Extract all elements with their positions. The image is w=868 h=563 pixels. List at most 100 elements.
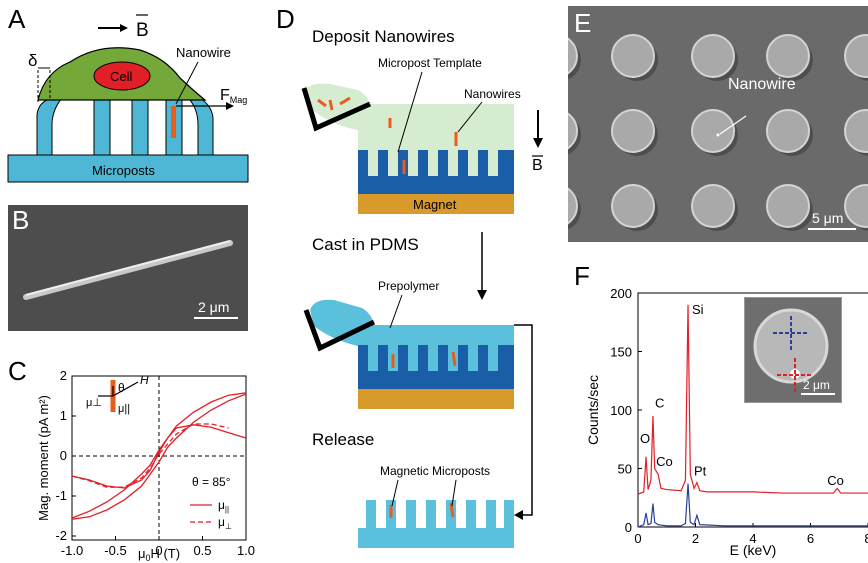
inset-field-arrow <box>112 381 139 397</box>
field-arrowhead <box>120 24 128 32</box>
x-tick-label-f: 8 <box>864 531 868 546</box>
prepolymer-layer <box>358 325 514 345</box>
nanowire-label: Nanowire <box>176 45 231 60</box>
pipette-tip <box>301 87 372 132</box>
prepolymer-label: Prepolymer <box>378 279 439 293</box>
panel-f: F 0 2 4 6 8 0 50 100 150 200 Counts/sec E (keV) Si C O… <box>568 255 868 563</box>
scalebar-b <box>194 317 238 319</box>
cell-nucleus <box>93 61 151 91</box>
inset-scalebar-label: 2 μm <box>803 378 830 392</box>
sem-micropost <box>844 34 868 78</box>
x-tick-label-c: 0 <box>155 543 162 558</box>
spectrum-red <box>637 304 868 495</box>
inset-theta-label: θ <box>118 381 125 395</box>
sem-micropost <box>766 184 810 228</box>
nanowire-suspension <box>358 104 514 150</box>
y-tick-label-f: 100 <box>610 403 632 418</box>
inset-perp-label: μ⊥ <box>86 397 102 409</box>
panel-label-a: A <box>8 4 26 34</box>
nanowire-sem-highlight <box>25 240 231 296</box>
nanowire-sem <box>23 240 233 300</box>
sem-micropost <box>766 109 810 153</box>
sem-micropost <box>691 34 735 78</box>
y-tick-label-f: 50 <box>618 462 632 477</box>
posts-pointer-2 <box>451 479 457 507</box>
peak-label-co1: Co <box>656 454 673 469</box>
peak-label-o: O <box>640 431 650 446</box>
panel-e: E Nanowire 5 μm <box>568 6 868 242</box>
y-tick-label-c: 1 <box>60 408 67 423</box>
magnetization-chart: -1.0 -0.5 0 0.5 1.0 -2 -1 0 1 2 Mag. moment (pA m²… <box>36 368 255 563</box>
y-tick-label-f: 0 <box>625 520 632 535</box>
sem-micropost <box>568 187 578 225</box>
field-symbol: B <box>136 20 149 41</box>
force-label: FMag <box>220 87 247 105</box>
magnetic-posts-label: Magnetic Microposts <box>380 464 490 478</box>
step2-title: Cast in PDMS <box>312 235 419 254</box>
release-arrowhead <box>514 510 523 520</box>
micropost-3 <box>131 97 149 156</box>
force-arrowhead <box>226 102 234 110</box>
panel-label-e: E <box>574 8 592 38</box>
panel-label-d: D <box>276 4 295 34</box>
red-crosshair <box>777 358 813 392</box>
microposts-label: Microposts <box>92 163 155 178</box>
series-line-3 <box>71 424 247 489</box>
inset-para-label: μ|| <box>118 403 130 415</box>
step-arrowhead <box>477 290 487 300</box>
x-axis-label-c: μ0H (T) <box>138 546 180 563</box>
nanowire-in-post <box>171 106 176 138</box>
panel-d: D Deposit Nanowires Magnet Micropost Tem… <box>270 0 560 563</box>
peak-label-c: C <box>655 396 664 411</box>
micropost-left <box>36 97 64 156</box>
y-axis-label-f: Counts/sec <box>585 375 601 445</box>
nanowire-sem-image: B 2 μm <box>8 205 248 331</box>
x-tick-label-f: 0 <box>634 531 641 546</box>
blue-crosshair <box>773 316 809 350</box>
x-tick-label-f: 2 <box>692 531 699 546</box>
sem-micropost <box>611 184 655 228</box>
nanowires-label: Nanowires <box>464 87 521 101</box>
panel-label-f: F <box>574 261 590 291</box>
delta-label: δ <box>28 51 37 70</box>
theta-annotation: θ = 85° <box>192 475 231 489</box>
x-axis-label-f: E (keV) <box>730 542 777 558</box>
panel-c: C -1.0 -0.5 0 0.5 1.0 -2 -1 0 1 2 Mag. moment (pA … <box>0 350 260 563</box>
magnet-2 <box>358 389 514 409</box>
sem-micropost <box>691 109 735 153</box>
eds-spectrum-chart: 0 2 4 6 8 0 50 100 150 200 Counts/sec E (keV) Si C O Co… <box>585 286 868 558</box>
step1-title: Deposit Nanowires <box>312 27 455 46</box>
sem-micropost <box>611 109 655 153</box>
x-tick-label-f: 6 <box>807 531 814 546</box>
legend-label-c: μ⊥ <box>218 515 232 531</box>
series-line-1 <box>71 392 247 519</box>
sem-micropost <box>568 37 578 75</box>
micropost-array-sem: E Nanowire 5 μm <box>568 6 868 242</box>
y-tick-label-c: 0 <box>60 448 67 463</box>
y-tick-label-f: 200 <box>610 286 632 301</box>
sem-micropost <box>611 34 655 78</box>
template-label: Micropost Template <box>378 56 482 70</box>
scalebar-e <box>808 228 856 230</box>
nanowire-sem-label: Nanowire <box>728 76 796 93</box>
field-symbol-d: B <box>532 157 543 174</box>
y-tick-label-f: 150 <box>610 345 632 360</box>
sem-micropost <box>844 184 868 228</box>
sem-micropost <box>844 109 868 153</box>
posts-pointer-1 <box>391 479 399 507</box>
panel-label-b: B <box>12 205 30 235</box>
scalebar-b-label: 2 μm <box>198 299 230 315</box>
series-line-4 <box>71 423 229 488</box>
peak-label-co2: Co <box>827 473 844 488</box>
x-tick-label-c: 0.5 <box>193 543 211 558</box>
pdms-base <box>358 528 514 548</box>
release-arrow <box>514 324 533 516</box>
peak-label-si: Si <box>692 302 704 317</box>
micropost-2 <box>93 97 111 156</box>
panel-label-c: C <box>8 356 27 386</box>
magnet <box>358 194 514 214</box>
y-tick-label-c: -1 <box>55 488 67 503</box>
micropost-base <box>7 154 249 183</box>
pdms-posts <box>366 500 514 528</box>
cell-label: Cell <box>110 69 133 84</box>
